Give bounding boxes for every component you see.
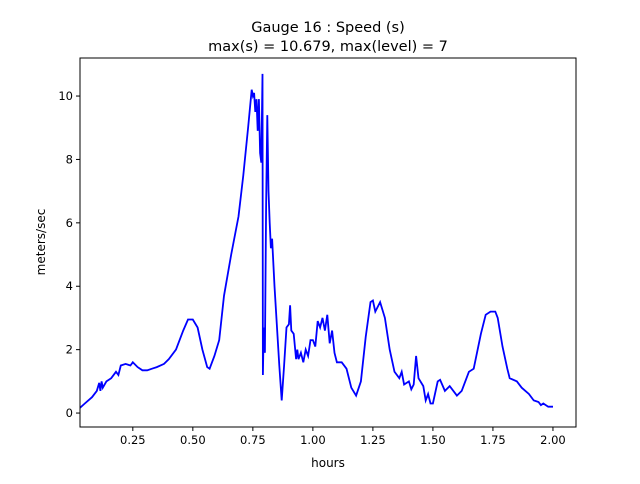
x-tick-label: 1.25 (360, 433, 386, 447)
y-axis-ticks: 0 2 4 6 8 10 (58, 89, 80, 420)
chart-subtitle: max(s) = 10.679, max(level) = 7 (208, 39, 448, 55)
y-tick-label: 4 (66, 279, 73, 293)
y-tick-label: 0 (66, 406, 73, 420)
y-tick-label: 8 (66, 152, 73, 166)
x-axis-label: hours (311, 456, 345, 470)
x-tick-label: 0.50 (180, 433, 206, 447)
y-axis-label: meters/sec (34, 209, 48, 276)
y-tick-label: 6 (66, 216, 73, 230)
x-tick-label: 1.75 (480, 433, 506, 447)
x-tick-label: 0.75 (240, 433, 266, 447)
y-tick-label: 2 (66, 343, 73, 357)
x-tick-label: 0.25 (120, 433, 146, 447)
y-tick-label: 10 (58, 89, 73, 103)
x-tick-label: 2.00 (540, 433, 566, 447)
x-tick-label: 1.50 (420, 433, 446, 447)
x-axis-ticks: 0.25 0.50 0.75 1.00 1.25 1.50 1.75 2.00 (120, 427, 566, 447)
chart-title: Gauge 16 : Speed (s) (251, 20, 405, 36)
x-tick-label: 1.00 (300, 433, 326, 447)
plot-area-frame (79, 57, 577, 428)
speed-series-line (80, 73, 553, 409)
